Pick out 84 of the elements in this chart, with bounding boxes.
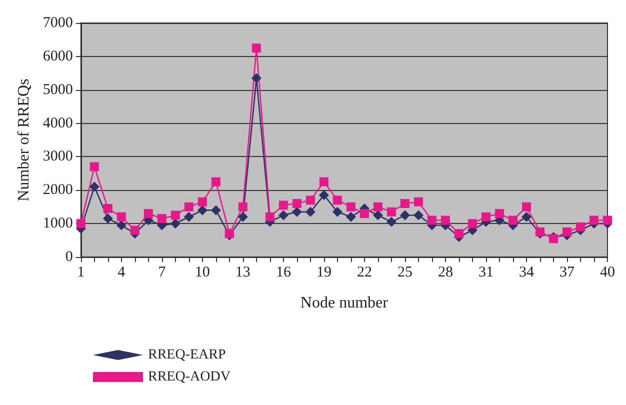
x-tick-label: 25 (397, 264, 412, 280)
point (468, 219, 477, 228)
point (292, 199, 302, 208)
point (360, 209, 369, 218)
point (252, 44, 261, 53)
point (116, 212, 126, 222)
point (372, 210, 383, 220)
point (373, 202, 382, 212)
point (440, 216, 450, 225)
point (427, 216, 436, 225)
point (197, 205, 208, 216)
x-tick-label: 7 (158, 264, 166, 280)
point (103, 204, 112, 214)
point (278, 210, 288, 220)
point (521, 212, 532, 222)
point (318, 190, 329, 200)
point (413, 210, 424, 220)
point (400, 199, 410, 208)
x-tick-label: 19 (316, 264, 332, 280)
y-axis-title: Number of RREQs (16, 78, 32, 202)
point (157, 214, 166, 224)
point (144, 209, 153, 218)
point (454, 229, 464, 238)
y-tick-label: 6000 (42, 48, 73, 64)
point (494, 209, 504, 218)
y-tick-label: 7000 (42, 15, 73, 31)
y-tick-label: 4000 (42, 115, 73, 132)
x-tick-label: 40 (600, 264, 615, 280)
point (102, 214, 113, 224)
point (576, 222, 585, 232)
point (562, 227, 572, 236)
x-tick-label: 4 (118, 264, 126, 280)
point (306, 196, 315, 205)
legend-label: RREQ-AODV (148, 370, 230, 384)
point (211, 177, 220, 186)
point (238, 212, 248, 222)
y-tick-label: 5000 (42, 82, 73, 98)
point (332, 206, 342, 217)
point (319, 177, 328, 186)
point (210, 205, 221, 216)
x-tick-label: 28 (438, 264, 453, 280)
point (589, 216, 598, 225)
point (332, 196, 342, 205)
x-tick-label: 34 (518, 264, 534, 280)
point (251, 73, 262, 84)
point (238, 202, 248, 212)
x-tick-label: 10 (194, 264, 210, 280)
point (305, 206, 316, 217)
point (386, 207, 396, 216)
point (170, 218, 180, 229)
point (116, 220, 126, 230)
y-tick-label: 0 (65, 249, 73, 265)
point (346, 212, 356, 222)
x-tick-label: 31 (478, 264, 494, 280)
point (522, 202, 531, 212)
point (400, 210, 410, 220)
point (386, 216, 396, 227)
point (130, 226, 140, 235)
point (603, 216, 612, 225)
x-tick-label: 22 (356, 264, 372, 280)
point (89, 182, 100, 192)
point (170, 210, 180, 220)
point (278, 200, 288, 210)
point (184, 212, 194, 222)
point (90, 162, 99, 172)
x-tick-label: 16 (276, 264, 292, 280)
point (508, 216, 518, 225)
point (265, 212, 274, 222)
y-tick-label: 3000 (42, 148, 73, 165)
x-tick-label: 13 (235, 264, 250, 280)
y-tick-label: 1000 (42, 216, 73, 232)
point (346, 202, 356, 212)
x-tick-label: 37 (559, 264, 575, 280)
point (292, 206, 302, 217)
point (535, 227, 544, 236)
point (481, 212, 490, 222)
y-tick-label: 2000 (42, 182, 73, 198)
point (184, 202, 194, 212)
legend-label: RREQ-EARP (148, 348, 226, 362)
point (198, 197, 207, 206)
x-axis-title: Node number (300, 294, 389, 312)
point (548, 234, 558, 244)
x-tick-label: 1 (77, 264, 85, 280)
point (414, 197, 423, 206)
